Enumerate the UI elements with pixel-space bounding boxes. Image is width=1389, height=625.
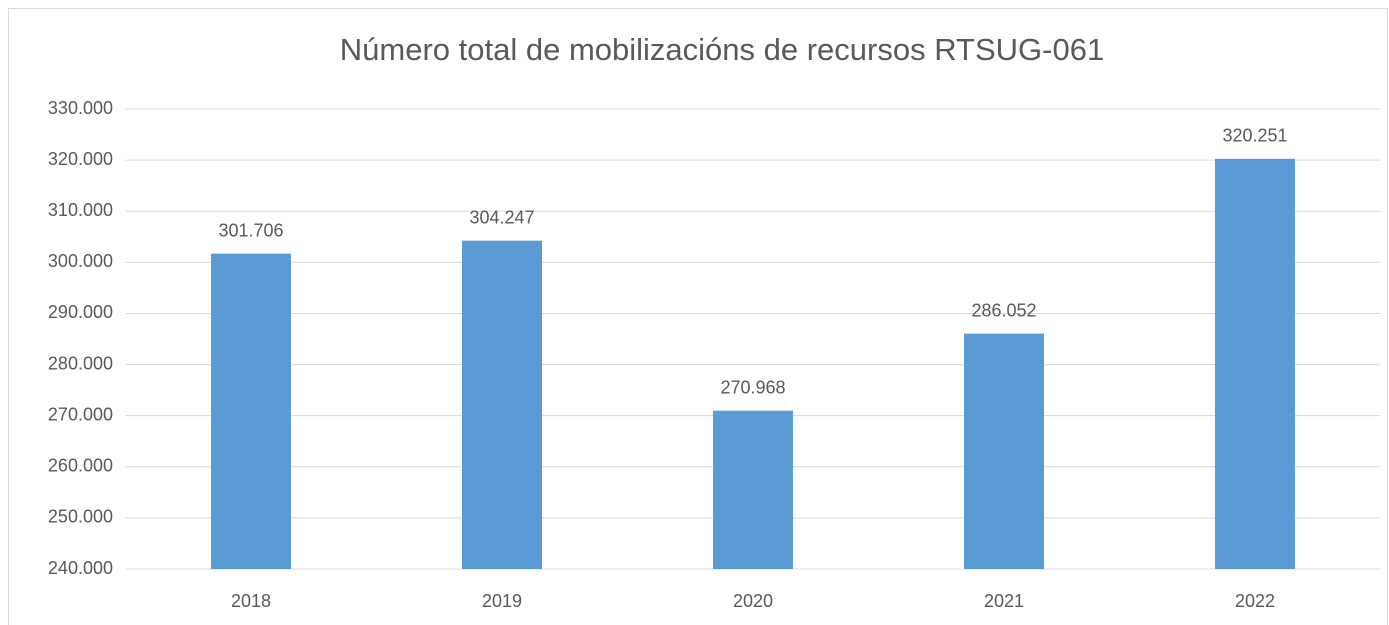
data-label: 286.052: [971, 300, 1036, 320]
data-label: 320.251: [1222, 126, 1287, 146]
chart-title: Número total de mobilizacións de recurso…: [340, 32, 1104, 67]
y-tick-label: 260.000: [48, 456, 113, 476]
bar: [462, 240, 542, 569]
x-tick-label: 2019: [482, 591, 522, 611]
bar: [713, 410, 793, 569]
y-tick-label: 280.000: [48, 353, 113, 373]
data-label: 270.968: [720, 377, 785, 397]
data-label: 304.247: [469, 207, 534, 227]
bar: [211, 253, 291, 570]
y-tick-label: 310.000: [48, 200, 113, 220]
bar: [964, 333, 1044, 569]
y-tick-label: 290.000: [48, 302, 113, 322]
x-tick-label: 2018: [231, 591, 271, 611]
y-tick-label: 270.000: [48, 404, 113, 424]
x-tick-label: 2022: [1235, 591, 1275, 611]
x-tick-label: 2021: [984, 591, 1024, 611]
y-tick-label: 250.000: [48, 507, 113, 527]
y-tick-label: 300.000: [48, 251, 113, 271]
x-tick-label: 2020: [733, 591, 773, 611]
y-tick-label: 320.000: [48, 149, 113, 169]
data-label: 301.706: [218, 220, 283, 240]
y-tick-label: 330.000: [48, 98, 113, 118]
bar: [1215, 158, 1295, 569]
y-tick-label: 240.000: [48, 558, 113, 578]
